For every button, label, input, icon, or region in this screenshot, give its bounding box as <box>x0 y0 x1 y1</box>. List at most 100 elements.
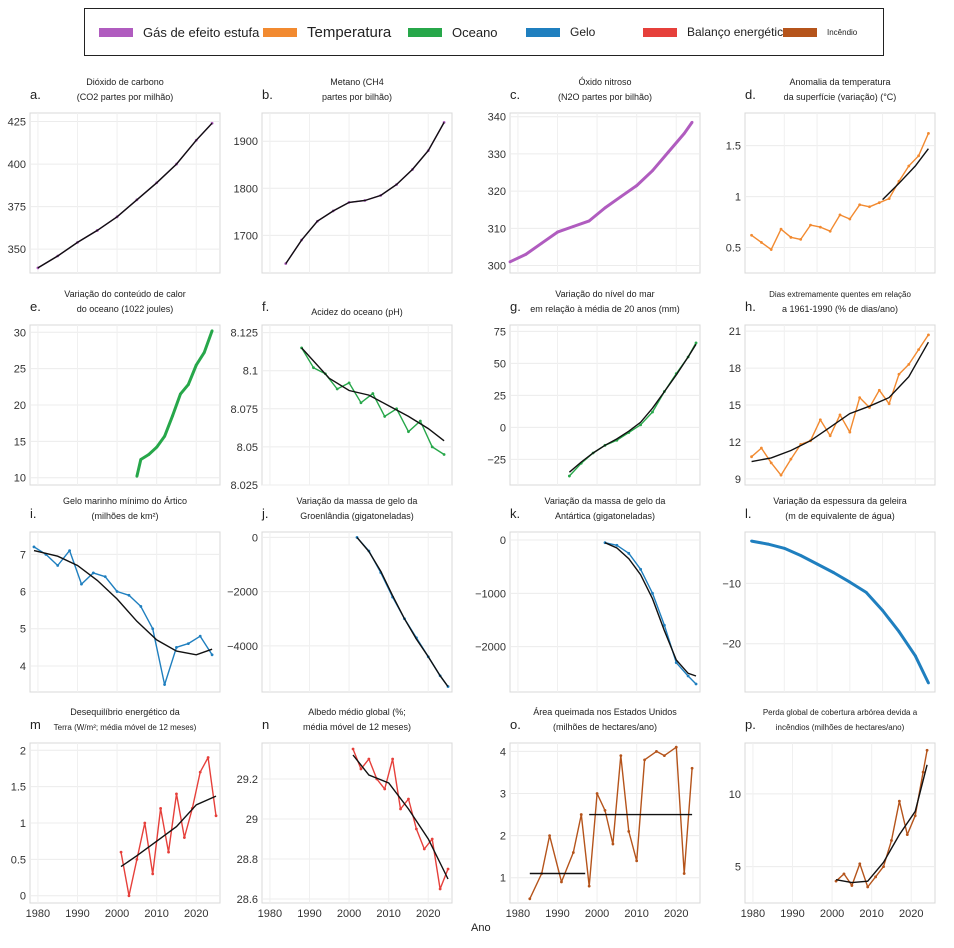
data-point <box>127 593 131 597</box>
chart-panel-7: −25 0 25 50 75 Variação do nível do mar em rel… <box>487 289 701 486</box>
chart-title: Gelo marinho mínimo do Ártico <box>63 496 187 506</box>
data-point <box>850 884 854 887</box>
chart-title: partes por bilhão) <box>322 92 392 102</box>
data-point <box>508 260 512 264</box>
chart-title: Variação do conteúdo de calor <box>64 289 185 299</box>
data-point <box>68 549 71 553</box>
data-point <box>143 821 147 825</box>
trend-line <box>604 542 697 677</box>
data-point <box>858 862 862 866</box>
y-tick-label: −1000 <box>475 588 506 600</box>
data-point <box>198 634 202 638</box>
data-point <box>367 757 371 761</box>
data-point <box>210 653 214 657</box>
x-tick-label: 1980 <box>258 908 282 920</box>
y-tick-label: 28.8 <box>237 854 258 866</box>
data-point <box>430 445 434 449</box>
data-point <box>917 154 921 158</box>
data-point <box>887 402 891 406</box>
data-point <box>887 197 891 201</box>
y-tick-label: 21 <box>729 326 741 338</box>
chart-panel-12: −10 −20 Variação da espessura da geleira (m… <box>722 496 936 693</box>
data-point <box>202 351 206 355</box>
chart-panel-1: 350 375 400 425 Dióxido de carbono (CO2 parte… <box>8 77 221 274</box>
x-tick-label: 2000 <box>105 908 129 920</box>
data-point <box>175 645 178 649</box>
chart-title: Terra (W/m²; média móvel de 12 meses) <box>54 723 197 732</box>
data-line <box>33 546 213 686</box>
data-point <box>524 252 528 256</box>
trend-line <box>835 764 928 884</box>
chart-title: incêndios (milhões de hectares/ano) <box>776 723 905 732</box>
trend-line <box>301 347 445 442</box>
y-tick-label: 1700 <box>234 230 258 242</box>
y-tick-label: 50 <box>494 358 506 370</box>
y-tick-label: 350 <box>8 244 26 256</box>
y-tick-label: 0 <box>20 891 26 903</box>
x-tick-label: 1990 <box>780 908 804 920</box>
data-point <box>897 630 901 634</box>
data-point <box>391 757 395 761</box>
data-point <box>595 792 599 795</box>
plot-frame <box>509 742 701 904</box>
legend-item-ghg: Gás de efeito estufa <box>99 9 259 55</box>
x-tick-label: 2020 <box>416 908 440 920</box>
chart-title: do oceano (1022 joules) <box>77 304 174 314</box>
chart-title: Dias extremamente quentes em relação <box>769 290 911 299</box>
x-tick-label: 1980 <box>506 908 530 920</box>
y-tick-label: 29.2 <box>237 774 258 786</box>
chart-panel-16: 5 10 1980 1990 2000 2010 2020 Perda global de c… <box>729 708 936 920</box>
chart-title: Variação da massa de gelo da <box>545 496 666 506</box>
y-tick-label: 0.5 <box>726 243 741 255</box>
plot-frame <box>744 112 936 274</box>
data-point <box>615 543 619 547</box>
trend-line <box>37 122 213 269</box>
panel-letter: e. <box>30 299 41 314</box>
y-tick-label: 340 <box>488 112 506 124</box>
plot-frame <box>261 324 453 486</box>
y-tick-label: 29 <box>246 814 258 826</box>
x-tick-label: 1990 <box>297 908 321 920</box>
y-tick-label: 8.075 <box>230 404 258 416</box>
data-point <box>750 233 753 237</box>
chart-panel-6: 8.025 8.05 8.075 8.1 8.125 Acidez do oceano (… <box>230 299 453 492</box>
data-point <box>818 418 822 422</box>
x-axis-label: Ano <box>471 922 491 934</box>
plot-frame <box>509 112 701 274</box>
data-point <box>56 564 60 567</box>
data-point <box>103 575 107 579</box>
data-point <box>769 461 773 465</box>
chart-title: (m de equivalente de água) <box>785 511 895 521</box>
panel-letter: a. <box>30 87 41 102</box>
data-point <box>789 235 793 239</box>
data-point <box>571 851 575 854</box>
legend-swatch-fire <box>783 27 817 37</box>
data-point <box>560 880 563 884</box>
y-tick-label: 0 <box>252 532 258 544</box>
data-point <box>686 674 690 678</box>
data-point <box>921 770 925 774</box>
x-tick-label: 2000 <box>337 908 361 920</box>
data-point <box>540 241 544 245</box>
data-point <box>766 542 770 546</box>
panel-letter: g. <box>510 299 521 314</box>
data-point <box>627 551 631 555</box>
data-point <box>818 225 822 229</box>
y-tick-label: 25 <box>494 390 506 402</box>
data-point <box>694 341 698 345</box>
y-tick-label: 8.05 <box>237 442 258 454</box>
data-point <box>115 590 119 593</box>
chart-title: Área queimada nos Estados Unidos <box>533 707 677 717</box>
chart-panel-9: 4 5 6 7 Gelo marinho mínimo do Ártico (milhõe… <box>20 496 221 693</box>
data-point <box>32 545 36 549</box>
y-tick-label: 2 <box>20 745 26 757</box>
data-point <box>179 392 182 396</box>
legend-label-energy: Balanço energético <box>687 25 790 39</box>
y-tick-label: 6 <box>20 587 26 599</box>
x-tick-label: 2010 <box>859 908 883 920</box>
data-point <box>351 747 355 751</box>
legend-swatch-temperature <box>263 27 297 37</box>
data-point <box>91 571 95 575</box>
data-point <box>674 745 678 749</box>
data-point <box>848 217 852 221</box>
